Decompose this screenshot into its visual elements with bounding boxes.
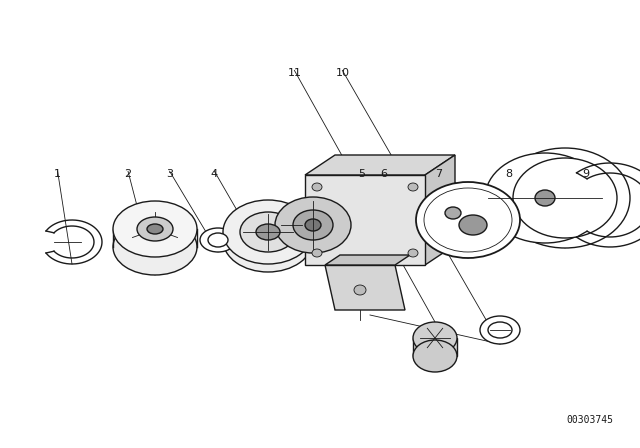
Ellipse shape [500, 148, 630, 248]
Text: 1: 1 [54, 169, 61, 179]
Ellipse shape [137, 217, 173, 241]
Text: 00303745: 00303745 [566, 415, 614, 425]
Ellipse shape [424, 188, 512, 252]
Ellipse shape [293, 210, 333, 240]
Polygon shape [325, 265, 405, 310]
Ellipse shape [488, 322, 512, 338]
Ellipse shape [275, 197, 351, 253]
Ellipse shape [445, 207, 461, 219]
Ellipse shape [240, 212, 296, 252]
Ellipse shape [416, 182, 520, 258]
Ellipse shape [223, 200, 313, 264]
Text: 11: 11 [287, 69, 301, 78]
Ellipse shape [200, 228, 236, 252]
Ellipse shape [513, 158, 617, 238]
Ellipse shape [413, 322, 457, 354]
Text: 10: 10 [335, 69, 349, 78]
Ellipse shape [354, 285, 366, 295]
Ellipse shape [535, 190, 555, 206]
Polygon shape [305, 155, 455, 175]
Ellipse shape [312, 249, 322, 257]
Ellipse shape [445, 205, 501, 245]
Ellipse shape [256, 224, 280, 240]
Ellipse shape [147, 224, 163, 234]
Ellipse shape [223, 208, 313, 272]
Polygon shape [325, 255, 410, 265]
Polygon shape [425, 155, 455, 265]
Text: 4: 4 [211, 169, 218, 179]
Text: 8: 8 [505, 169, 513, 179]
Ellipse shape [413, 340, 457, 372]
Ellipse shape [485, 153, 605, 243]
Text: 2: 2 [124, 169, 132, 179]
Text: 3: 3 [166, 169, 173, 179]
Polygon shape [413, 338, 457, 356]
Ellipse shape [480, 316, 520, 344]
Polygon shape [305, 175, 425, 265]
Ellipse shape [408, 183, 418, 191]
Text: 6: 6 [381, 169, 387, 179]
Ellipse shape [113, 201, 197, 257]
Ellipse shape [113, 219, 197, 275]
Text: 5: 5 [358, 169, 365, 179]
Ellipse shape [408, 249, 418, 257]
Ellipse shape [459, 215, 487, 235]
Ellipse shape [437, 201, 469, 225]
Ellipse shape [305, 219, 321, 231]
Ellipse shape [312, 183, 322, 191]
Ellipse shape [208, 233, 228, 247]
Text: 9: 9 [582, 169, 589, 179]
Text: 7: 7 [435, 169, 442, 179]
